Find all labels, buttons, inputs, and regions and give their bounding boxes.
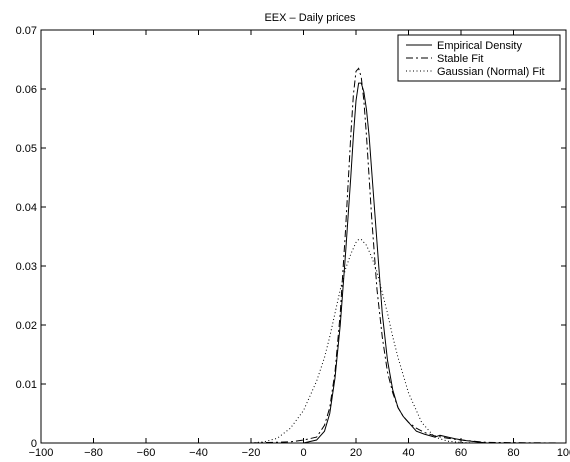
legend-label: Stable Fit	[437, 53, 483, 65]
y-tick-label: 0.07	[16, 25, 37, 37]
x-tick-label: −80	[84, 447, 103, 459]
x-tick-label: −40	[189, 447, 208, 459]
x-tick-label: 60	[455, 447, 467, 459]
y-tick-label: 0.01	[16, 379, 37, 391]
y-tick-label: 0.05	[16, 143, 37, 155]
x-tick-label: −20	[242, 447, 261, 459]
y-tick-label: 0	[31, 438, 37, 450]
series-line	[41, 82, 566, 444]
x-tick-label: −100	[29, 447, 54, 459]
y-tick-label: 0.04	[16, 202, 37, 214]
series-line	[41, 67, 567, 444]
x-tick-label: −60	[137, 447, 156, 459]
plot-frame	[40, 29, 567, 444]
y-tick-label: 0.06	[16, 84, 37, 96]
y-tick-label: 0.02	[16, 320, 37, 332]
x-tick-label: 0	[300, 447, 306, 459]
legend-label: Gaussian (Normal) Fit	[437, 66, 545, 78]
x-tick-label: 20	[350, 447, 362, 459]
y-tick-label: 0.03	[16, 261, 37, 273]
series-layer	[41, 67, 567, 444]
chart-title: EEX – Daily prices	[264, 12, 356, 24]
series-line	[41, 238, 566, 444]
axis-ticks: −100 −80 −60 −40 −20 0 20 40 60 80 100 0 0.01 0.02 0.0…	[16, 25, 570, 459]
x-tick-label: 100	[557, 447, 570, 459]
x-tick-label: 80	[507, 447, 519, 459]
x-tick-label: 40	[402, 447, 414, 459]
legend-label: Empirical Density	[437, 40, 522, 52]
